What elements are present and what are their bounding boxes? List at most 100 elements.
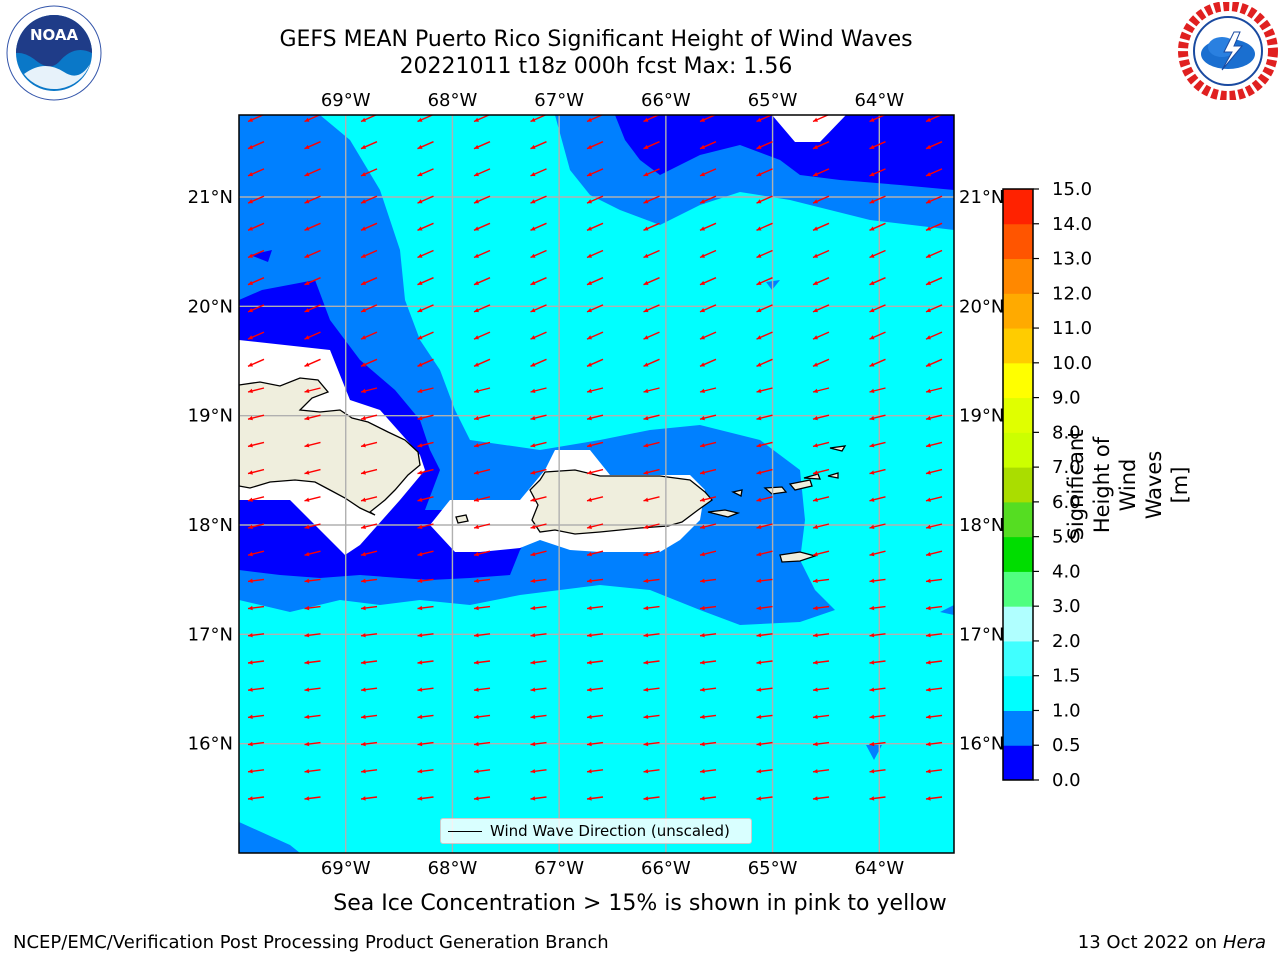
wave-arrow <box>360 249 378 259</box>
wave-arrow <box>304 578 321 583</box>
wave-arrow <box>530 496 547 502</box>
wave-arrow <box>699 660 717 665</box>
wave-arrow <box>360 141 378 150</box>
wave-arrow <box>417 741 434 747</box>
wave-arrow <box>473 304 491 313</box>
lat-tick-right-2: 19°N <box>959 406 1004 427</box>
wave-arrow <box>643 741 660 747</box>
wave-arrow <box>756 496 773 502</box>
wave-arrow <box>304 714 321 719</box>
colorbar-label-4: 2.0 <box>1052 631 1081 652</box>
wave-arrow <box>812 660 830 665</box>
wave-arrow <box>756 741 773 747</box>
wave-arrow <box>473 441 491 448</box>
wave-arrow <box>473 277 491 286</box>
chart-title: GEFS MEAN Puerto Rico Significant Height… <box>279 27 913 52</box>
wave-arrow <box>699 441 717 448</box>
wave-arrow <box>643 550 660 557</box>
wave-arrow <box>417 496 434 502</box>
wave-arrow <box>812 331 830 340</box>
wave-arrow <box>756 523 773 530</box>
wave-arrow <box>304 687 321 692</box>
wave-arrow <box>756 550 773 557</box>
wave-arrow <box>530 523 547 530</box>
wave-arrow <box>360 578 378 583</box>
wave-arrow <box>417 387 434 394</box>
wave-arrow <box>699 496 717 502</box>
wave-arrow <box>643 304 660 313</box>
wave-arrow <box>530 195 547 204</box>
colorbar-label-9: 7.0 <box>1052 457 1081 478</box>
colorbar-frame <box>1002 188 1034 781</box>
wave-arrow <box>756 714 773 719</box>
wave-arrow <box>360 741 378 747</box>
wave-arrow <box>473 741 491 747</box>
wave-arrow <box>756 578 773 583</box>
wave-arrow <box>586 687 604 692</box>
wave-arrow <box>812 141 830 150</box>
wave-arrow <box>756 358 773 367</box>
vieques-island <box>707 509 741 518</box>
wave-arrow <box>643 633 660 638</box>
wave-arrow <box>360 605 378 611</box>
wave-arrow <box>360 358 378 367</box>
wave-arrow <box>699 741 717 747</box>
wave-arrow <box>699 141 717 150</box>
wave-arrow <box>699 796 717 801</box>
lon-tick-top-3: 66°W <box>641 90 691 111</box>
footer-date: 13 Oct 2022 on Hera <box>1078 932 1266 953</box>
wave-arrow <box>304 331 321 340</box>
wave-arrow <box>643 195 660 204</box>
wave-arrow <box>586 222 604 231</box>
wave-arrow <box>247 523 265 530</box>
wave-arrow <box>756 633 773 638</box>
wave-arrow <box>360 523 378 530</box>
colorbar-label-5: 3.0 <box>1052 596 1081 617</box>
noaa-logo-text: NOAA <box>30 26 79 44</box>
wave-arrow <box>925 168 943 177</box>
lon-tick-top-0: 69°W <box>321 90 371 111</box>
colorbar-label-11: 9.0 <box>1052 388 1081 409</box>
wave-arrow <box>473 496 491 502</box>
wave-arrow <box>247 796 265 801</box>
wave-arrow <box>925 195 943 204</box>
lon-tick-top-1: 68°W <box>428 90 478 111</box>
wave-arrow <box>925 414 943 421</box>
wave-arrow <box>812 304 830 313</box>
wave-arrow <box>360 796 378 801</box>
lat-tick-left-1: 20°N <box>188 296 233 317</box>
wave-arrow <box>247 687 265 692</box>
wave-arrow <box>869 441 886 448</box>
wave-arrow <box>643 578 660 583</box>
wave-arrow <box>869 168 886 177</box>
wave-arrow <box>530 633 547 638</box>
mona-island <box>455 514 469 524</box>
wave-arrow <box>473 687 491 692</box>
wave-arrow <box>473 222 491 231</box>
lon-tick-bottom-0: 69°W <box>321 858 371 879</box>
wave-arrow <box>417 550 434 557</box>
nws-logo-icon <box>1178 2 1278 100</box>
lat-tick-left-4: 17°N <box>188 624 233 645</box>
wave-arrow <box>586 195 604 204</box>
wave-arrow <box>699 578 717 583</box>
wave-arrow <box>586 633 604 638</box>
wave-arrow <box>812 195 830 204</box>
tortola-island <box>803 473 821 480</box>
wave-arrow <box>247 496 265 502</box>
wave-arrow <box>417 414 434 421</box>
wave-arrow <box>473 249 491 259</box>
wave-arrow <box>643 523 660 530</box>
wave-arrow <box>304 550 321 557</box>
wave-arrow <box>417 195 434 204</box>
legend-line-sample <box>448 831 482 832</box>
footer-host: Hera <box>1222 932 1266 953</box>
wave-arrow <box>586 358 604 367</box>
wave-arrow <box>473 605 491 611</box>
wave-arrow <box>643 222 660 231</box>
wave-arrow <box>530 331 547 340</box>
colorbar-segment-10 <box>1003 397 1033 433</box>
wave-arrow <box>417 687 434 692</box>
wave-arrow <box>699 168 717 177</box>
colorbar-label-12: 10.0 <box>1052 353 1092 374</box>
